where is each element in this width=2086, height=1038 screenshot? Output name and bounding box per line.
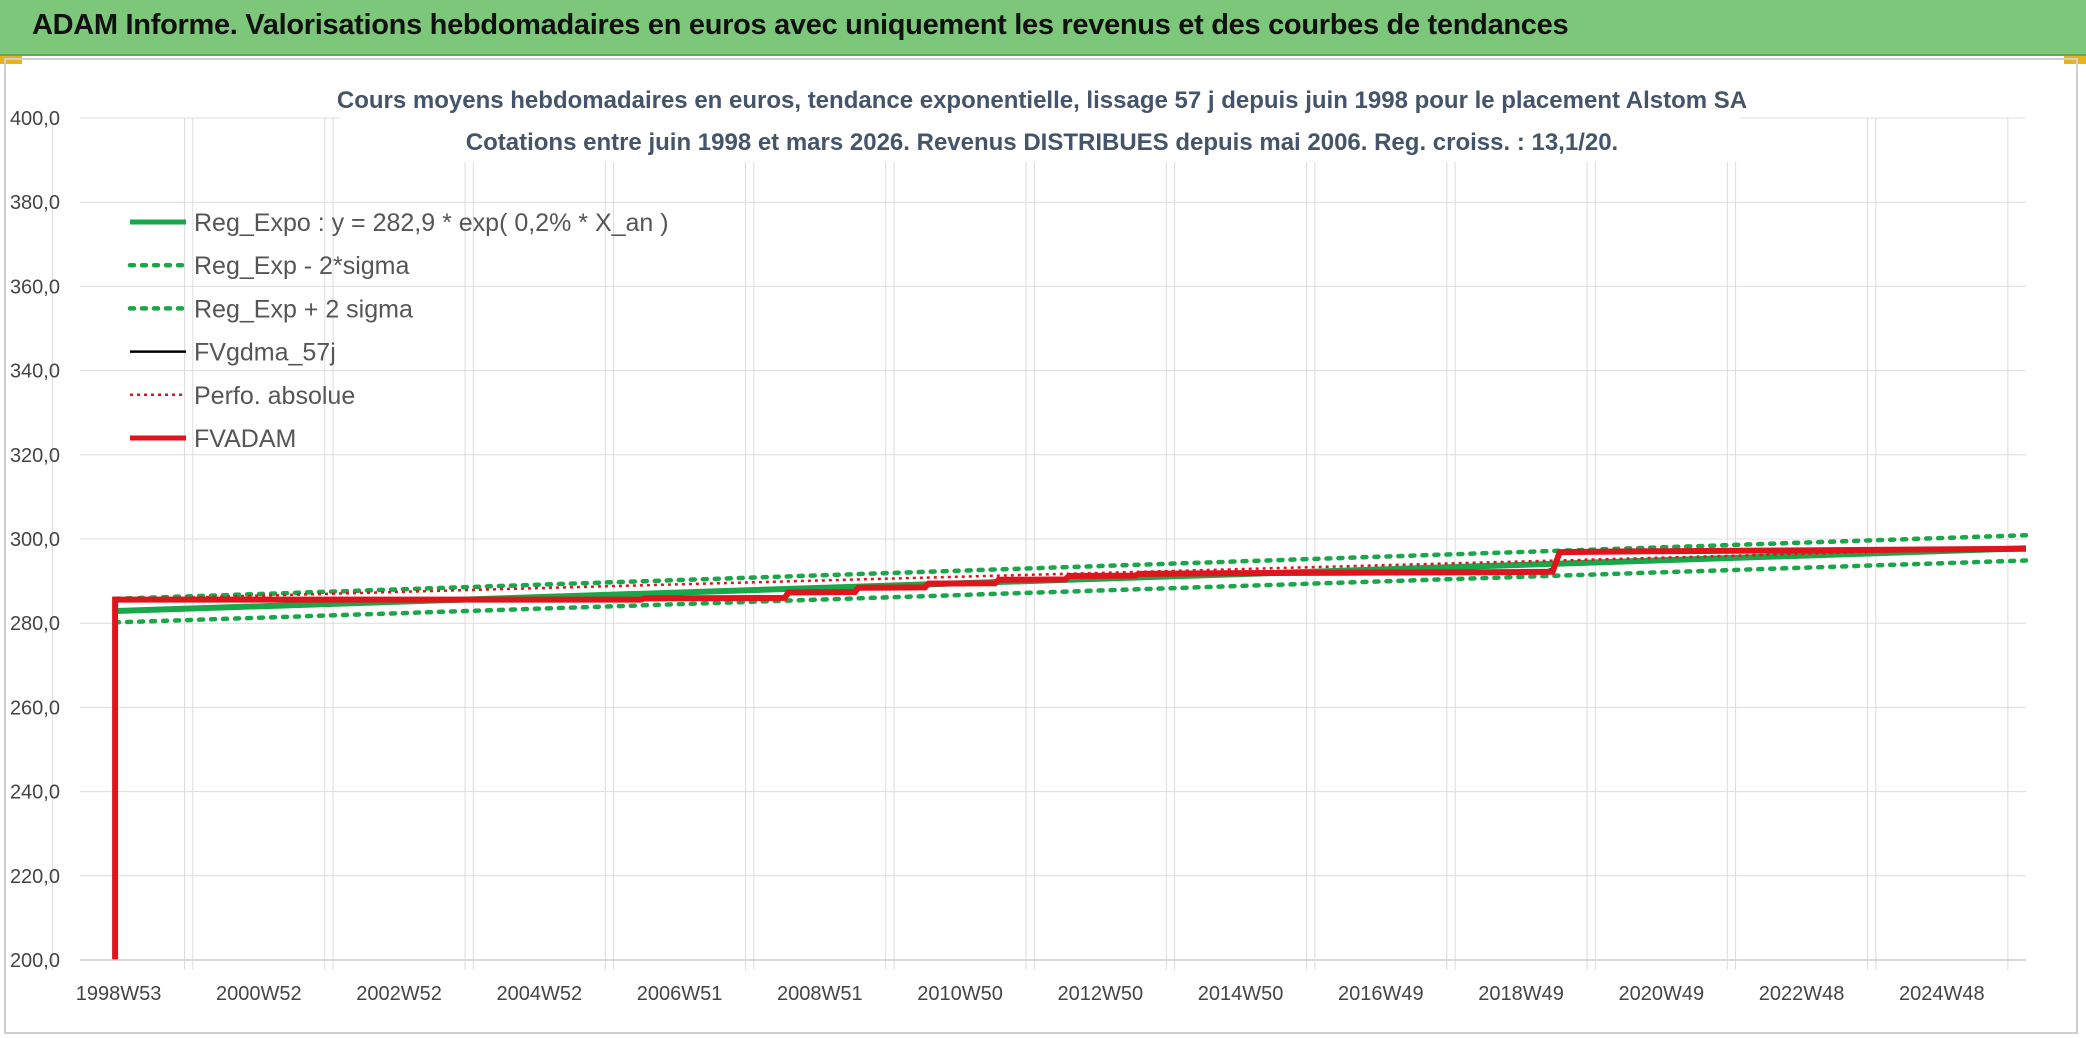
legend: Reg_Expo : y = 282,9 * exp( 0,2% * X_an … [127,209,669,453]
x-tick-label: 2002W52 [356,983,442,1005]
banner-corner-left [0,56,22,64]
x-tick-label: 2006W51 [637,983,723,1005]
chart-title-block: Cours moyens hebdomadaires en euros, ten… [337,82,1747,162]
x-tick-label: 1998W53 [76,983,162,1005]
y-tick-label: 380,0 [10,192,60,214]
y-tick-label: 240,0 [10,782,60,804]
x-tick-label: 2012W50 [1058,983,1144,1005]
x-tick-label: 2004W52 [497,983,583,1005]
legend-label: FVADAM [194,425,296,453]
chart-subtitle: Cotations entre juin 1998 et mars 2026. … [466,129,1618,156]
x-tick-label: 2008W51 [777,983,863,1005]
y-tick-label: 260,0 [10,697,60,719]
legend-label: FVgdma_57j [194,339,336,367]
legend-label: Reg_Expo : y = 282,9 * exp( 0,2% * X_an … [194,209,669,237]
report-banner: ADAM Informe. Valorisations hebdomadaire… [0,0,2086,56]
y-tick-label: 360,0 [10,276,60,298]
x-tick-label: 2016W49 [1338,983,1424,1005]
x-tick-label: 2018W49 [1478,983,1564,1005]
banner-corner-right [2064,56,2086,64]
chart-frame [4,58,2078,1034]
series-line-2 [112,532,2029,602]
series-line-1 [112,558,2029,625]
x-tick-label: 2020W49 [1619,983,1705,1005]
x-tick-label: 2024W48 [1899,983,1985,1005]
report-title: ADAM Informe. Valorisations hebdomadaire… [32,9,1569,41]
x-tick-label: 2000W52 [216,983,302,1005]
legend-label: Reg_Exp - 2*sigma [194,252,409,280]
series-line-5 [112,545,2027,960]
y-tick-label: 300,0 [10,529,60,551]
y-tick-label: 280,0 [10,613,60,635]
y-tick-label: 340,0 [10,361,60,383]
chart-title: Cours moyens hebdomadaires en euros, ten… [337,87,1747,114]
x-tick-label: 2014W50 [1198,983,1284,1005]
y-tick-label: 220,0 [10,866,60,888]
title-backdrop [340,82,1740,162]
legend-label: Reg_Exp + 2 sigma [194,295,413,323]
y-tick-label: 200,0 [10,950,60,972]
axis-layer: 200,0 220,0 240,0 260,0 280,0 300,0 320,0 340,0… [10,108,2026,1005]
legend-label: Perfo. absolue [194,382,355,410]
y-tick-label: 320,0 [10,445,60,467]
series-layer [112,532,2029,960]
y-tick-label: 400,0 [10,108,60,130]
x-tick-label: 2010W50 [917,983,1003,1005]
grid-layer [52,117,2026,970]
x-tick-label: 2022W48 [1759,983,1845,1005]
